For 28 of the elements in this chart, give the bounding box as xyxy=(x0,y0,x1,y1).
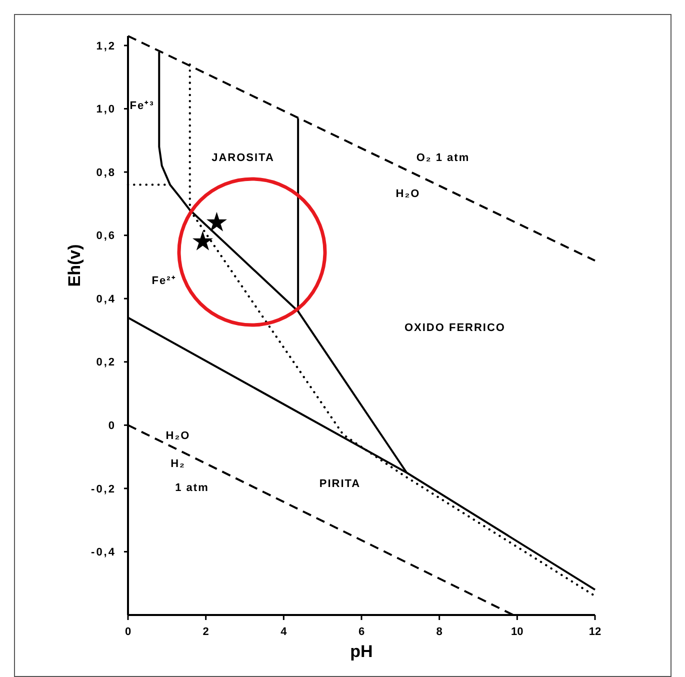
y-tick-label: 0,2 xyxy=(96,356,116,369)
y-tick-label: 0 xyxy=(108,420,116,432)
y-tick-label: 1,0 xyxy=(96,104,116,116)
x-tick-label: 8 xyxy=(436,626,442,638)
annotation: O₂ 1 atm xyxy=(416,152,470,164)
y-tick-label: 1,2 xyxy=(96,40,116,52)
annotation: H₂O xyxy=(166,430,190,442)
x-tick-label: 0 xyxy=(124,626,132,638)
x-tick-label: 6 xyxy=(358,626,365,638)
annotation: Fe⁺³ xyxy=(130,100,154,112)
annotation: JAROSITA xyxy=(212,152,274,164)
annotation: OXIDO FERRICO xyxy=(404,322,506,334)
x-tick-label: 4 xyxy=(280,626,288,638)
y-tick-label: 0,6 xyxy=(96,230,116,242)
annotation: H₂O xyxy=(396,188,420,200)
y-tick-label: -0,4 xyxy=(91,546,116,559)
x-tick-label: 2 xyxy=(202,626,209,638)
annotation: H₂ xyxy=(170,458,186,470)
x-tick-label: 10 xyxy=(511,626,524,638)
annotation: PIRITA xyxy=(319,478,361,490)
y-tick-label: -0,2 xyxy=(91,483,116,496)
y-axis-title: Eh(v) xyxy=(65,244,84,287)
x-axis-title: pH xyxy=(350,642,373,661)
annotation: 1 atm xyxy=(175,482,209,494)
y-tick-label: 0,4 xyxy=(96,293,116,306)
x-tick-label: 12 xyxy=(588,626,602,638)
annotation: Fe²⁺ xyxy=(152,274,176,287)
y-tick-label: 0,8 xyxy=(96,166,116,179)
